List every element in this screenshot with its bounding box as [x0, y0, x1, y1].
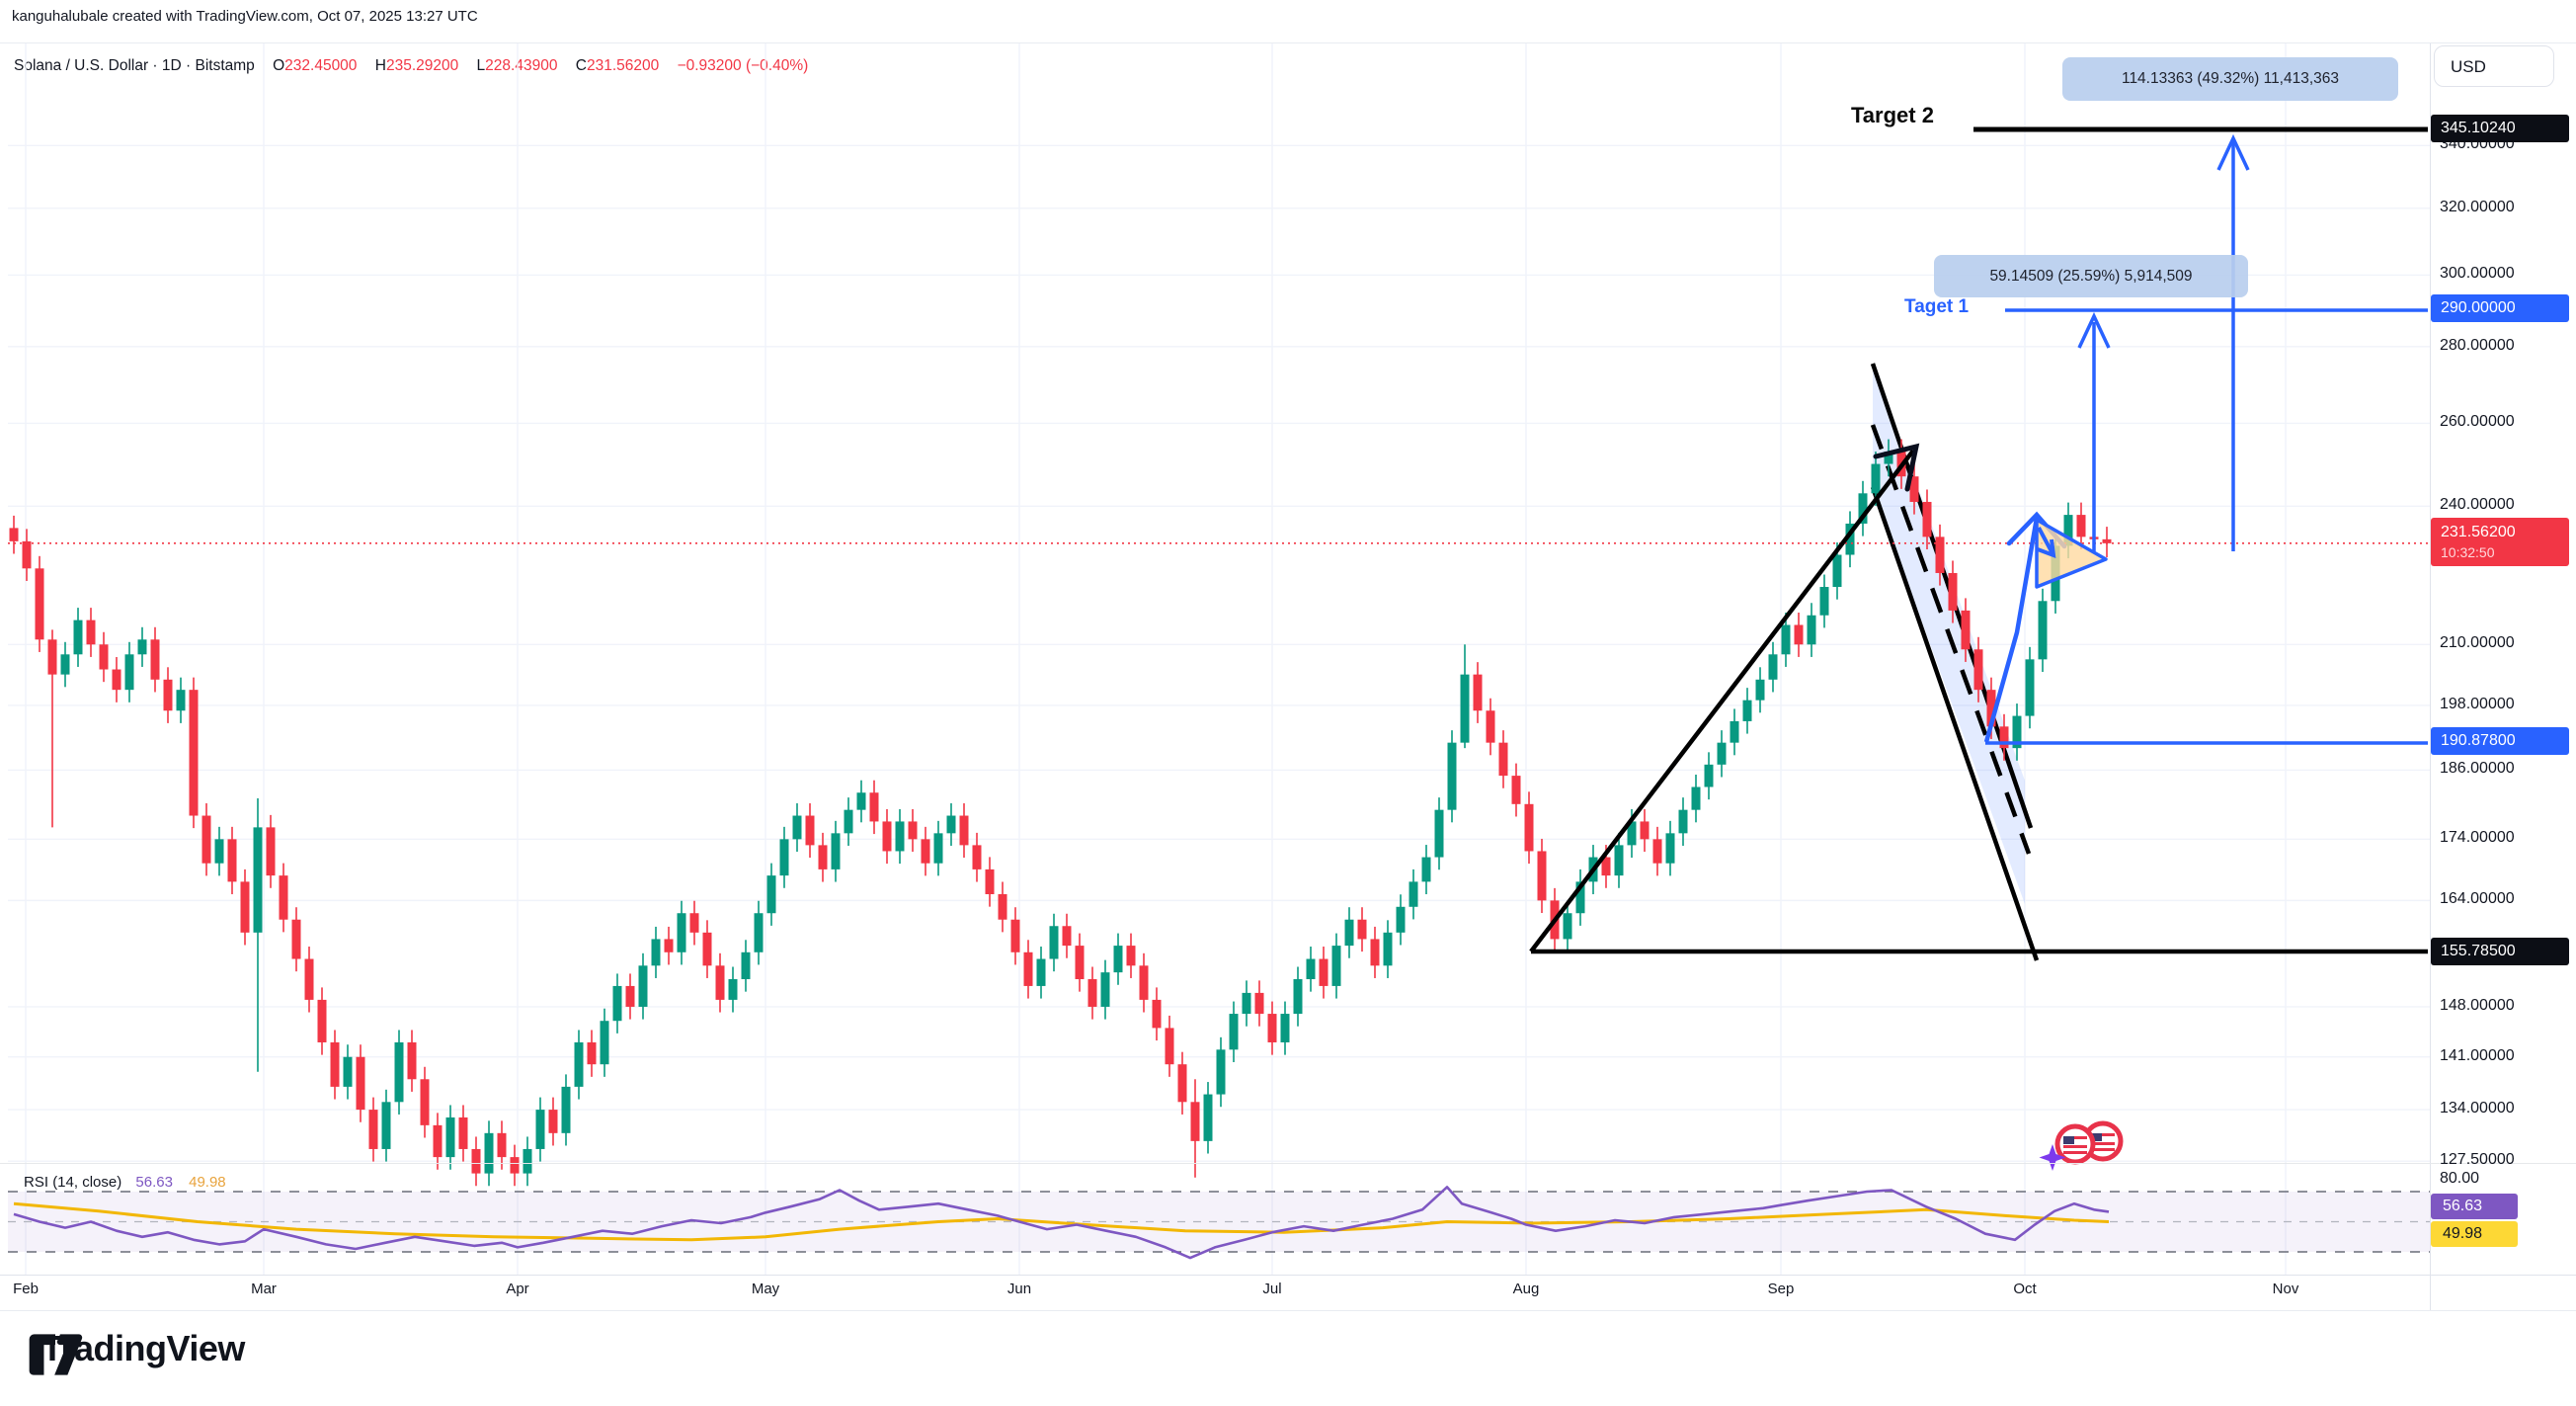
- price-tick-label: 198.00000: [2440, 695, 2515, 712]
- rsi-title: RSI (14, close): [24, 1174, 122, 1191]
- price-tick-label: 164.00000: [2440, 890, 2515, 908]
- month-label-may: May: [751, 1281, 780, 1297]
- symbol-title[interactable]: Solana / U.S. Dollar · 1D · Bitstamp: [14, 57, 255, 74]
- price-tick-label: 186.00000: [2440, 760, 2515, 778]
- month-label-mar: Mar: [251, 1281, 277, 1297]
- price-tick-label: 148.00000: [2440, 996, 2515, 1014]
- rsi-ma-line: [13, 1201, 2110, 1242]
- month-label-oct: Oct: [2013, 1281, 2037, 1297]
- attribution-text: kanguhalubale created with TradingView.c…: [12, 8, 478, 25]
- month-label-jun: Jun: [1006, 1281, 1032, 1297]
- currency-toggle-button[interactable]: USD: [2434, 45, 2554, 87]
- ascending-trendline[interactable]: [1529, 449, 1915, 953]
- header-divider: [0, 42, 2576, 43]
- rsi-pane: [8, 1186, 2430, 1260]
- open-label: O: [273, 57, 285, 74]
- tradingview-footer[interactable]: TradingView: [28, 1328, 245, 1375]
- price-tick-label: 210.00000: [2440, 634, 2515, 652]
- price-tick-label: 280.00000: [2440, 336, 2515, 354]
- black-level-price-label: 345.10240: [2431, 114, 2569, 142]
- month-label-aug: Aug: [1512, 1281, 1540, 1297]
- rsi-line: [13, 1186, 2110, 1260]
- blue-level-price-label: 190.87800: [2431, 727, 2569, 756]
- current-price-label: 231.56200 10:32:50: [2431, 517, 2569, 566]
- rsi-value: 56.63: [135, 1174, 173, 1191]
- time-axis-bottom-border: [0, 1310, 2576, 1311]
- target2-arrowhead: [2216, 133, 2250, 171]
- blue-level-price-label: 290.00000: [2431, 294, 2569, 322]
- rsi-scale-label: 80.00: [2440, 1170, 2480, 1187]
- flag-channel-mid-dashed-line[interactable]: [1870, 424, 2032, 855]
- rsi-ma-value: 49.98: [189, 1174, 226, 1191]
- projection-drawing[interactable]: [1983, 133, 2428, 745]
- high-value: 235.29200: [385, 57, 459, 74]
- sparkle-icon: [2039, 1144, 2066, 1171]
- close-label: C: [575, 57, 587, 74]
- price-tick-label: 127.50000: [2440, 1151, 2515, 1169]
- time-axis-top-border: [0, 1275, 2576, 1276]
- change-value: −0.93200 (−0.40%): [677, 57, 809, 74]
- price-tick-label: 134.00000: [2440, 1100, 2515, 1117]
- black-level-price-label: 155.78500: [2431, 938, 2569, 966]
- price-tick-label: 300.00000: [2440, 265, 2515, 283]
- target1-measure-box[interactable]: 59.14509 (25.59%) 5,914,509: [1934, 255, 2248, 297]
- high-label: H: [374, 57, 386, 74]
- target2-measure-text: 114.13363 (49.32%) 11,413,363: [2121, 70, 2340, 87]
- flags-sticker[interactable]: [2039, 1120, 2124, 1171]
- price-tick-label: 141.00000: [2440, 1046, 2515, 1064]
- close-value: 231.56200: [586, 57, 660, 74]
- price-axis-border: [2430, 43, 2431, 1310]
- target2-text[interactable]: Target 2: [1851, 103, 1934, 127]
- flag-channel-lower-line[interactable]: [1870, 486, 2040, 961]
- projected-path-line[interactable]: [1983, 517, 2040, 743]
- us-flag-icon: [2054, 1123, 2096, 1165]
- price-tick-label: 174.00000: [2440, 829, 2515, 847]
- trendline-arrowhead: [1873, 443, 1920, 492]
- price-tick-label: 260.00000: [2440, 413, 2515, 431]
- currency-label: USD: [2451, 57, 2486, 76]
- month-label-nov: Nov: [2272, 1281, 2299, 1297]
- rsi-value-label: 56.63: [2431, 1194, 2518, 1219]
- target2-measure-box[interactable]: 114.13363 (49.32%) 11,413,363: [2062, 57, 2398, 101]
- symbol-info-bar[interactable]: Solana / U.S. Dollar · 1D · Bitstamp O23…: [14, 57, 808, 75]
- rsi-indicator-header[interactable]: RSI (14, close) 56.63 49.98: [24, 1174, 226, 1191]
- target1-measure-text: 59.14509 (25.59%) 5,914,509: [1989, 267, 2193, 285]
- month-label-feb: Feb: [13, 1281, 39, 1297]
- target1-arrowhead: [2077, 311, 2111, 349]
- pane-separator[interactable]: [0, 1163, 2576, 1164]
- target1-text[interactable]: Taget 1: [1904, 296, 1970, 317]
- open-value: 232.45000: [284, 57, 358, 74]
- month-label-jul: Jul: [1262, 1281, 1282, 1297]
- low-label: L: [476, 57, 486, 74]
- month-label-apr: Apr: [506, 1281, 529, 1297]
- pennant-mini-arrowhead: [2037, 538, 2056, 559]
- rsi-ma-value-label: 49.98: [2431, 1221, 2518, 1247]
- price-tick-label: 320.00000: [2440, 198, 2515, 215]
- month-label-sep: Sep: [1767, 1281, 1795, 1297]
- candlesticks: [8, 439, 2430, 1187]
- tradingview-logo-icon: [29, 1334, 83, 1375]
- pennant-triangle[interactable]: [2035, 518, 2108, 589]
- low-value: 228.43900: [485, 57, 558, 74]
- price-tick-label: 240.00000: [2440, 496, 2515, 514]
- trendline-drawing[interactable]: [1529, 126, 2428, 954]
